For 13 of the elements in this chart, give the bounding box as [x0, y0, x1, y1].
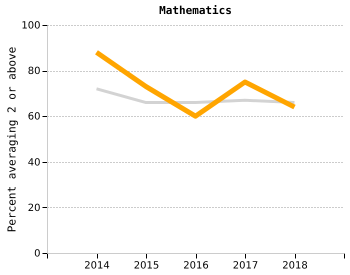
y-tick-label: 60: [28, 112, 40, 123]
chart-title: Mathematics: [159, 4, 232, 17]
y-tick-label: 40: [28, 157, 40, 168]
y-tick-label: 80: [28, 66, 40, 78]
x-tick-label: 2014: [84, 260, 110, 272]
x-tick-label: 2016: [183, 260, 209, 272]
x-tick-label: 2017: [232, 260, 258, 272]
y-tick-label: 0: [34, 248, 40, 260]
y-tick-label: 20: [28, 202, 40, 214]
y-tick-label: 100: [21, 20, 40, 32]
x-tick-label: 2015: [134, 260, 160, 272]
y-axis-title: Percent averaging 2 or above: [5, 46, 18, 232]
x-tick-label: 2018: [282, 260, 308, 272]
